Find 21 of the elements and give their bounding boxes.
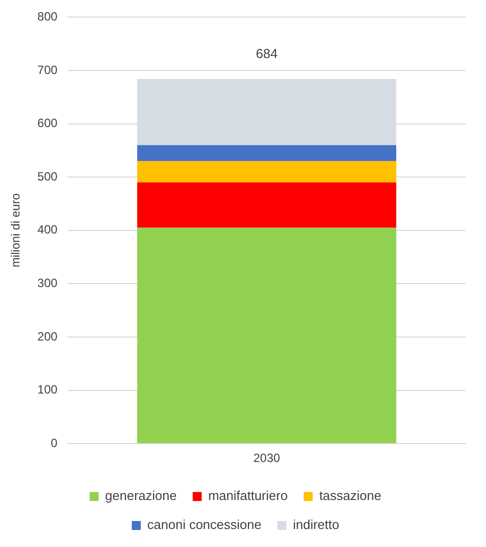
y-tick-label: 800 <box>37 10 58 24</box>
total-label: 684 <box>256 46 278 62</box>
y-tick-label: 400 <box>37 222 58 237</box>
y-tick-label: 200 <box>37 329 58 344</box>
bar <box>137 182 396 228</box>
y-tick-label: 600 <box>37 116 58 130</box>
legend-label: manifatturiero <box>208 488 288 504</box>
y-tick-label: 700 <box>37 62 58 77</box>
bar <box>137 228 396 444</box>
legend-label: canoni concessione <box>147 517 262 532</box>
y-tick-label: 0 <box>50 436 58 450</box>
y-tick-label: 100 <box>37 382 58 397</box>
y-tick-label: 300 <box>37 276 58 290</box>
bar <box>137 145 396 162</box>
legend-label: indiretto <box>292 517 340 532</box>
y-axis-title: milioni di euro <box>8 193 23 268</box>
bar <box>137 161 396 182</box>
legend-label: tassazione <box>319 488 382 504</box>
x-tick-label: 2030 <box>253 451 280 466</box>
legend-label: generazione <box>105 488 177 504</box>
y-tick-label: 500 <box>37 169 58 184</box>
